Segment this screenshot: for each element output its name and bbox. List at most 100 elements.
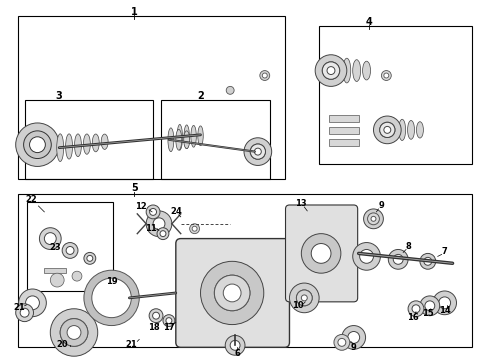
Circle shape (226, 86, 234, 94)
Bar (24, 100, 153, 179)
Circle shape (225, 336, 245, 355)
Circle shape (380, 122, 395, 138)
Circle shape (62, 243, 78, 258)
Circle shape (146, 205, 160, 219)
Circle shape (102, 288, 122, 308)
Text: 15: 15 (422, 309, 434, 318)
Circle shape (412, 305, 420, 313)
Circle shape (39, 228, 61, 249)
Ellipse shape (333, 57, 341, 84)
Text: 6: 6 (234, 349, 240, 358)
Circle shape (254, 148, 261, 155)
Circle shape (190, 224, 199, 234)
Circle shape (87, 255, 93, 261)
Circle shape (296, 290, 312, 306)
Circle shape (84, 270, 139, 325)
Ellipse shape (74, 134, 81, 157)
FancyBboxPatch shape (286, 205, 358, 302)
Circle shape (192, 226, 197, 231)
Circle shape (315, 55, 347, 86)
Circle shape (420, 296, 440, 316)
Circle shape (301, 234, 341, 273)
Circle shape (368, 213, 379, 225)
Text: 19: 19 (106, 276, 118, 285)
Ellipse shape (184, 131, 190, 149)
Text: 21: 21 (125, 340, 137, 349)
Circle shape (166, 318, 172, 324)
Ellipse shape (191, 125, 196, 147)
Circle shape (260, 71, 270, 80)
Text: 10: 10 (292, 301, 303, 310)
Circle shape (380, 122, 395, 138)
Circle shape (301, 295, 307, 301)
Circle shape (334, 334, 350, 350)
Circle shape (45, 233, 56, 244)
Bar (329, 139, 359, 146)
Circle shape (50, 309, 98, 356)
Text: 8: 8 (405, 242, 411, 251)
Circle shape (439, 297, 451, 309)
Circle shape (25, 133, 49, 157)
Ellipse shape (343, 58, 351, 83)
Text: 17: 17 (163, 323, 175, 332)
Circle shape (50, 273, 64, 287)
Circle shape (16, 123, 59, 166)
Text: 13: 13 (295, 199, 307, 208)
Circle shape (327, 67, 335, 75)
Circle shape (16, 304, 33, 321)
Ellipse shape (399, 119, 406, 140)
Text: 4: 4 (365, 17, 372, 27)
Circle shape (19, 289, 47, 317)
Circle shape (60, 319, 88, 346)
Text: 11: 11 (145, 224, 157, 233)
Text: 14: 14 (439, 306, 450, 315)
Circle shape (149, 208, 156, 215)
Ellipse shape (408, 121, 415, 139)
Circle shape (72, 271, 82, 281)
Ellipse shape (66, 134, 73, 159)
Circle shape (250, 144, 266, 159)
Circle shape (424, 257, 432, 265)
Text: 22: 22 (25, 194, 37, 203)
Text: 9: 9 (378, 202, 384, 211)
Ellipse shape (184, 125, 190, 149)
Ellipse shape (198, 126, 203, 146)
Circle shape (433, 291, 457, 315)
Circle shape (393, 255, 403, 264)
FancyBboxPatch shape (176, 239, 290, 347)
Circle shape (25, 133, 49, 157)
Ellipse shape (57, 134, 64, 162)
Circle shape (152, 312, 160, 319)
Circle shape (66, 247, 74, 255)
Circle shape (67, 325, 81, 339)
Bar (329, 115, 359, 122)
Circle shape (84, 252, 96, 264)
Circle shape (146, 211, 172, 237)
Text: 20: 20 (56, 340, 68, 349)
Ellipse shape (101, 134, 108, 149)
Ellipse shape (177, 125, 182, 150)
Text: 3: 3 (56, 91, 63, 101)
Bar (45, 268, 66, 273)
Circle shape (24, 131, 51, 158)
Circle shape (384, 73, 389, 78)
Circle shape (94, 280, 129, 316)
Text: 23: 23 (49, 243, 61, 252)
Circle shape (244, 138, 271, 166)
Bar (161, 100, 270, 179)
Text: 18: 18 (148, 323, 160, 332)
Circle shape (348, 332, 360, 343)
Circle shape (311, 243, 331, 263)
Ellipse shape (363, 61, 370, 80)
Circle shape (223, 284, 241, 302)
Circle shape (364, 209, 383, 229)
Text: 7: 7 (442, 247, 447, 256)
Circle shape (384, 126, 391, 133)
Circle shape (408, 301, 424, 317)
Circle shape (360, 249, 373, 263)
Ellipse shape (83, 134, 90, 154)
Circle shape (425, 301, 435, 311)
Circle shape (296, 290, 312, 306)
Circle shape (160, 231, 166, 237)
Ellipse shape (168, 128, 174, 152)
